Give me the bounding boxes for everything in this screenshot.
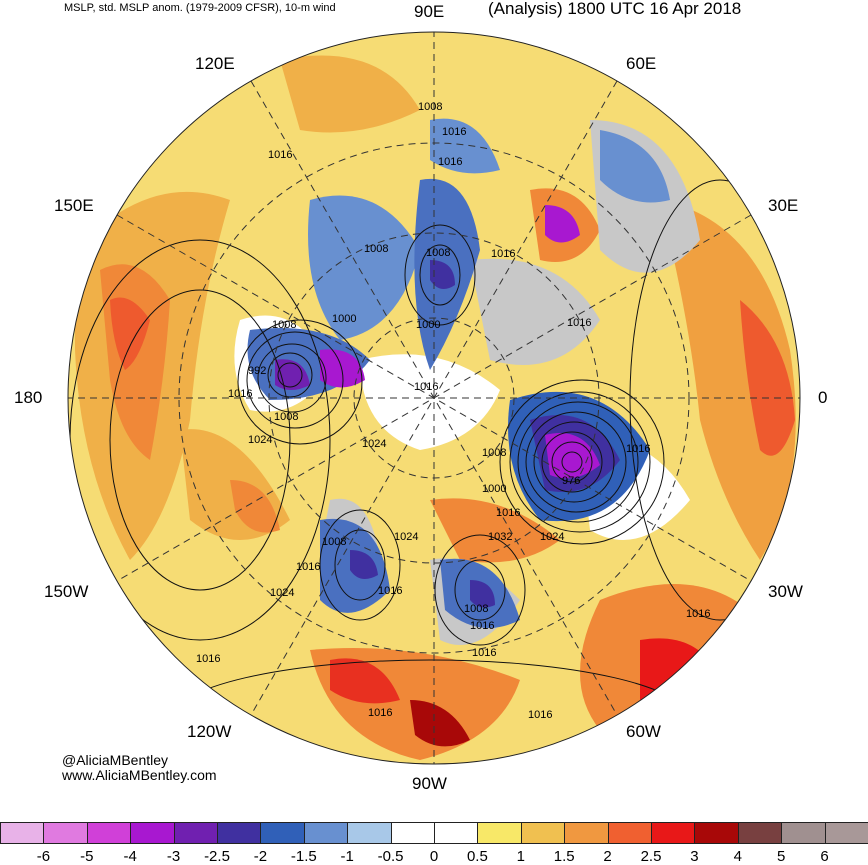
isobar-label: 1016	[470, 620, 494, 632]
colorbar-swatch	[737, 822, 783, 844]
isobar-label: 1016	[491, 248, 515, 260]
isobar-label: 1016	[626, 443, 650, 455]
colorbar-tick: -2.5	[204, 848, 230, 865]
label-90w: 90W	[412, 774, 447, 793]
isobar-label: 1024	[540, 531, 564, 543]
colorbar-tick: -3	[166, 848, 181, 865]
colorbar-tick: 1	[516, 848, 525, 865]
label-60e: 60E	[626, 54, 657, 73]
colorbar-tick: -5	[80, 848, 94, 865]
isobar-label: 1000	[332, 313, 356, 325]
label-0: 0	[818, 388, 828, 407]
isobar-label: 1008	[272, 319, 296, 331]
colorbar-tick: -0.5	[377, 848, 404, 865]
isobar-label: 1000	[482, 483, 506, 495]
isobar-label: 1016	[472, 647, 496, 659]
isobar-label: 1016	[442, 126, 466, 138]
colorbar-swatch	[130, 822, 175, 844]
isobar-label: 1016	[414, 381, 438, 393]
label-30e: 30E	[768, 196, 799, 215]
product-title: MSLP, std. MSLP anom. (1979-2009 CFSR), …	[64, 2, 336, 14]
colorbar-swatch	[651, 822, 696, 844]
isobar-label: 976	[562, 475, 580, 487]
isobar-label: 1008	[274, 411, 298, 423]
isobar-label: 1016	[686, 608, 710, 620]
isobar-label: 1016	[567, 317, 591, 329]
credit-site: www.AliciaMBentley.com	[62, 767, 217, 783]
isobar-label: 1016	[268, 149, 292, 161]
label-150e: 150E	[54, 196, 94, 215]
label-30w: 30W	[768, 582, 803, 601]
isobar-label: 1024	[394, 531, 418, 543]
isobar-label: 1032	[488, 531, 512, 543]
isobar-label: 1016	[196, 653, 220, 665]
colorbar-tick: 5	[777, 848, 786, 865]
isobar-label: 1008	[322, 536, 346, 548]
colorbar-swatch	[217, 822, 262, 844]
colorbar-tick: 2	[603, 848, 612, 865]
colorbar-swatch	[0, 822, 45, 844]
colorbar-tick: 1.5	[553, 848, 575, 865]
isobar-label: 1024	[362, 438, 386, 450]
colorbar-tick: 3	[690, 848, 699, 865]
colorbar-swatch	[390, 822, 435, 844]
colorbar-swatch	[824, 822, 868, 844]
colorbar-tick: 6	[820, 848, 829, 865]
isobar-labels: 1008 1016 1016 1016 1008 1016 1008 1008 1000 1000…	[196, 101, 710, 721]
isobar-label: 1008	[464, 603, 488, 615]
colorbar-tick: 0	[429, 848, 439, 865]
isobar-label: 1016	[228, 388, 252, 400]
isobar-label: 1000	[416, 319, 440, 331]
label-90e: 90E	[414, 2, 445, 21]
isobar-label: 1016	[528, 709, 552, 721]
colorbar-tick: -2	[253, 848, 268, 865]
colorbar-tick: -1.5	[290, 848, 317, 865]
map-boundary	[67, 31, 801, 765]
colorbar-tick: -4	[123, 848, 137, 865]
label-180: 180	[14, 388, 43, 407]
isobar-label: 1024	[248, 434, 272, 446]
colorbar-swatch	[173, 822, 218, 844]
colorbar-swatch	[607, 822, 652, 844]
colorbar-tick: -1	[340, 848, 354, 865]
colorbar-swatch	[260, 822, 305, 844]
colorbar-swatch	[86, 822, 132, 844]
colorbar-swatch	[564, 822, 609, 844]
isobar-label: 1008	[364, 243, 388, 255]
colorbar-tick: -6	[36, 848, 51, 865]
credit-handle: @AliciaMBentley	[62, 752, 169, 768]
isobar-label: 1024	[270, 587, 294, 599]
colorbar-tick: 2.5	[640, 848, 662, 865]
label-120e: 120E	[195, 54, 235, 73]
isobar-label: 1008	[418, 101, 442, 113]
label-150w: 150W	[44, 582, 89, 601]
label-60w: 60W	[626, 722, 661, 741]
isobar-label: 1008	[482, 447, 506, 459]
colorbar-swatch	[520, 822, 566, 844]
isobar-label: 1016	[368, 707, 392, 719]
isobar-label: 1016	[496, 507, 520, 519]
colorbar-swatch	[781, 822, 826, 844]
colorbar-swatch	[43, 822, 88, 844]
colorbar-swatch	[477, 822, 522, 844]
isobar-label: 1008	[426, 247, 450, 259]
colorbar-swatch	[434, 822, 479, 844]
colorbar-tick: 0.5	[466, 848, 488, 865]
colorbar-swatch	[303, 822, 349, 844]
isobar-label: 1016	[438, 156, 462, 168]
graticule	[68, 32, 800, 764]
isobar-label: 992	[248, 365, 266, 377]
valid-time: (Analysis) 1800 UTC 16 Apr 2018	[488, 0, 742, 18]
isobar-label: 1016	[378, 585, 402, 597]
colorbar-tick: 4	[733, 848, 742, 865]
label-120w: 120W	[187, 722, 232, 741]
isobar-label: 1016	[296, 561, 320, 573]
colorbar-swatch	[347, 822, 392, 844]
colorbar-swatch	[694, 822, 739, 844]
